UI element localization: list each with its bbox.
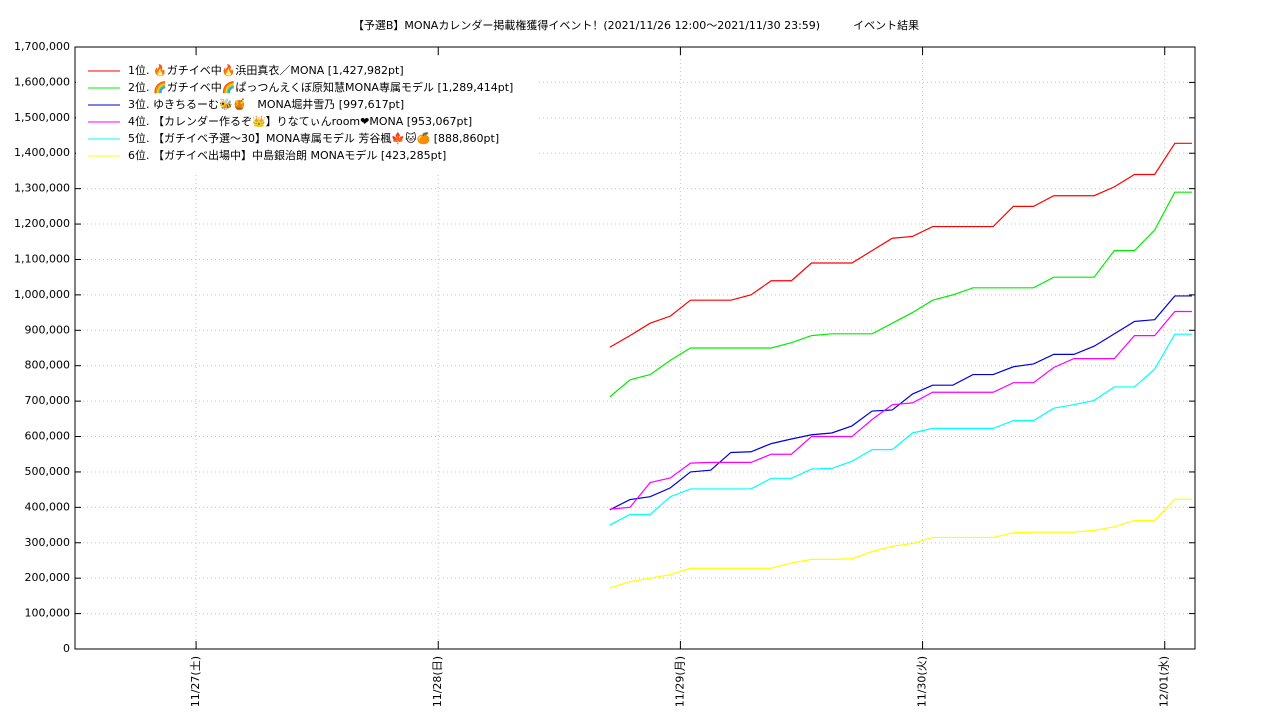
x-tick-label: 11/30(火) — [916, 656, 929, 707]
legend-label: 1位. 🔥ガチイベ中🔥浜田真衣／MONA [1,427,982pt] — [128, 63, 404, 77]
legend-label: 3位. ゆきちるーむ🐝🍯 MONA堀井雪乃 [997,617pt] — [128, 97, 404, 111]
chart-title: 【予選B】MONAカレンダー掲載権獲得イベント！(2021/11/26 12:0… — [353, 18, 919, 32]
x-tick-label: 12/01(水) — [1158, 656, 1171, 707]
legend-label: 2位. 🌈ガチイベ中🌈ぱっつんえくぼ原知慧MONA専属モデル [1,289,41… — [128, 80, 513, 94]
series-line — [609, 142, 1192, 348]
x-tick-label: 11/29(月) — [673, 656, 686, 707]
legend-label: 4位. 【カレンダー作るぞ👑】りなてぃんroom❤MONA [953,067pt… — [128, 114, 472, 128]
series-line — [609, 310, 1192, 510]
y-tick-label: 1,400,000 — [14, 146, 70, 159]
y-tick-label: 100,000 — [25, 607, 71, 620]
y-tick-label: 1,300,000 — [14, 182, 70, 195]
y-tick-label: 800,000 — [25, 359, 71, 372]
y-tick-label: 200,000 — [25, 571, 71, 584]
series-line — [609, 191, 1192, 398]
y-tick-label: 0 — [63, 642, 70, 655]
series-line — [609, 498, 1192, 589]
plot-frame — [74, 46, 1196, 650]
y-tick-label: 1,700,000 — [14, 40, 70, 53]
y-tick-label: 700,000 — [25, 394, 71, 407]
y-tick-label: 1,200,000 — [14, 217, 70, 230]
y-tick-label: 1,000,000 — [14, 288, 70, 301]
y-tick-label: 400,000 — [25, 500, 71, 513]
y-tick-label: 1,100,000 — [14, 252, 70, 265]
legend-label: 5位. 【ガチイベ予選〜30】MONA専属モデル 芳谷楓🍁🐱🍊 [888,860… — [128, 131, 499, 145]
legend-label: 6位. 【ガチイベ出場中】中島銀治朗 MONAモデル [423,285pt] — [128, 148, 446, 162]
series-line — [609, 295, 1192, 511]
x-tick-label: 11/28(日) — [431, 656, 444, 707]
y-tick-label: 500,000 — [25, 465, 71, 478]
x-tick-label: 11/27(土) — [189, 656, 202, 707]
y-tick-label: 300,000 — [25, 536, 71, 549]
series-line — [609, 333, 1192, 526]
y-tick-label: 600,000 — [25, 430, 71, 443]
y-tick-label: 1,500,000 — [14, 111, 70, 124]
legend-box — [76, 57, 536, 175]
y-tick-label: 1,600,000 — [14, 75, 70, 88]
y-tick-label: 900,000 — [25, 323, 71, 336]
